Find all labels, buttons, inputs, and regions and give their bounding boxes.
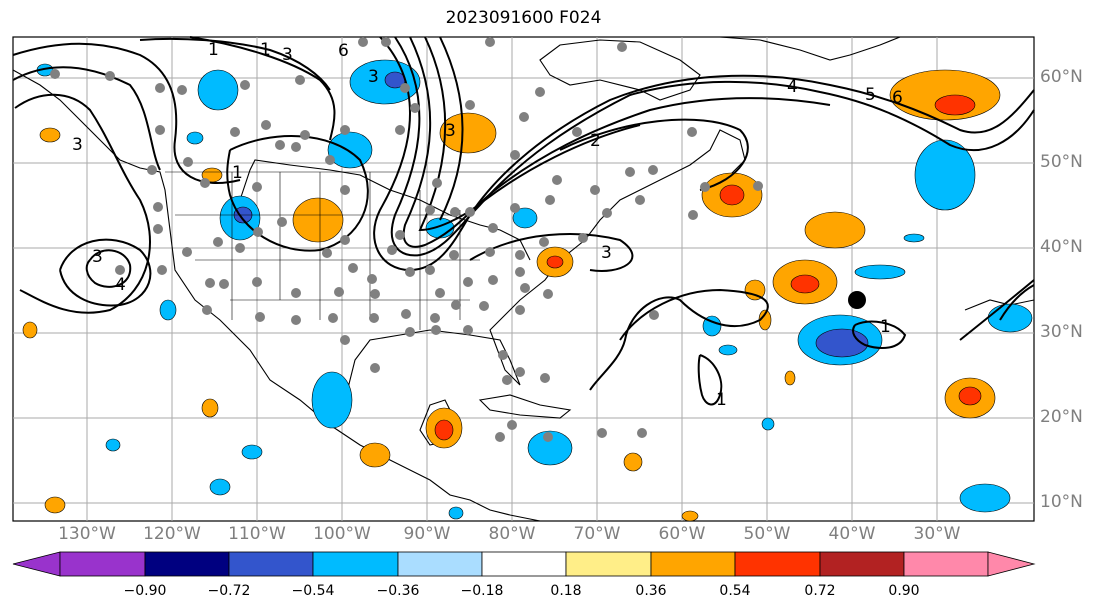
map-title: 2023091600 F024 bbox=[445, 8, 602, 28]
contour-label: 6 bbox=[892, 88, 903, 108]
colorbar-bin bbox=[228, 551, 314, 577]
lon-label: 120°W bbox=[143, 524, 201, 544]
lat-label: 20°N bbox=[1040, 407, 1083, 427]
positive-anomaly-shading bbox=[22, 69, 1001, 522]
colorbar-tick: −0.72 bbox=[207, 583, 251, 599]
contour-label: 3 bbox=[72, 135, 83, 155]
colorbar-tick: −0.36 bbox=[376, 583, 420, 599]
station-dots bbox=[50, 37, 763, 442]
contour-label: 1 bbox=[716, 390, 727, 410]
lon-label: 50°W bbox=[743, 524, 791, 544]
contour-lines bbox=[12, 36, 1035, 406]
contour-label: 6 bbox=[338, 41, 349, 61]
colorbar-bin bbox=[312, 551, 399, 577]
contour-label: 3 bbox=[601, 243, 612, 263]
colorbar-tick: 0.18 bbox=[550, 583, 582, 599]
colorbar-tick: −0.54 bbox=[291, 583, 335, 599]
contour-label: 1 bbox=[880, 317, 891, 337]
lat-label: 40°N bbox=[1040, 237, 1083, 257]
colorbar-tick: −0.18 bbox=[460, 583, 504, 599]
contour-label: 3 bbox=[282, 45, 293, 65]
contour-label: 1 bbox=[260, 40, 271, 60]
contour-label: 3 bbox=[445, 121, 456, 141]
lon-label: 80°W bbox=[488, 524, 536, 544]
colorbar-bin bbox=[903, 551, 989, 577]
colorbar-bin bbox=[819, 551, 905, 577]
contour-label: 5 bbox=[865, 85, 876, 105]
colorbar-tick: 0.36 bbox=[635, 583, 667, 599]
lon-label: 60°W bbox=[658, 524, 706, 544]
colorbar-tick: −0.90 bbox=[123, 583, 167, 599]
lon-label: 90°W bbox=[403, 524, 451, 544]
lat-label: 10°N bbox=[1040, 492, 1083, 512]
lon-label: 30°W bbox=[913, 524, 961, 544]
lat-label: 60°N bbox=[1040, 67, 1083, 87]
contour-label: 3 bbox=[92, 247, 103, 267]
colorbar-bin bbox=[987, 551, 1036, 577]
colorbar-bin bbox=[59, 551, 146, 577]
contour-label: 3 bbox=[368, 67, 379, 87]
colorbar-tick: 0.54 bbox=[719, 583, 751, 599]
lon-label: 40°W bbox=[828, 524, 876, 544]
contour-label: 4 bbox=[115, 275, 126, 295]
contour-label: 4 bbox=[787, 77, 798, 97]
colorbar-bin bbox=[734, 551, 821, 577]
negative-anomaly-shading bbox=[36, 59, 1033, 520]
colorbar-bin bbox=[12, 551, 61, 577]
lon-label: 110°W bbox=[228, 524, 286, 544]
colorbar bbox=[12, 551, 1036, 577]
colorbar-bin bbox=[481, 551, 567, 577]
colorbar-tick: 0.90 bbox=[888, 583, 920, 599]
colorbar-bin bbox=[565, 551, 652, 577]
map-frame bbox=[12, 36, 1035, 522]
contour-labels: 1 1 3 6 3 3 2 4 5 6 3 3 4 1 1 1 3 bbox=[72, 40, 903, 410]
colorbar-bin bbox=[144, 551, 230, 577]
lat-label: 50°N bbox=[1040, 152, 1083, 172]
colorbar-bin bbox=[397, 551, 483, 577]
lon-label: 100°W bbox=[313, 524, 371, 544]
graticule bbox=[13, 37, 1034, 521]
contour-label: 1 bbox=[232, 163, 243, 183]
storm-center-marker bbox=[848, 291, 866, 309]
colorbar-tick: 0.72 bbox=[804, 583, 836, 599]
lon-label: 130°W bbox=[58, 524, 116, 544]
colorbar-bin bbox=[650, 551, 736, 577]
contour-label: 2 bbox=[590, 131, 601, 151]
lat-label: 30°N bbox=[1040, 322, 1083, 342]
contour-label: 1 bbox=[208, 40, 219, 60]
lon-label: 70°W bbox=[573, 524, 621, 544]
